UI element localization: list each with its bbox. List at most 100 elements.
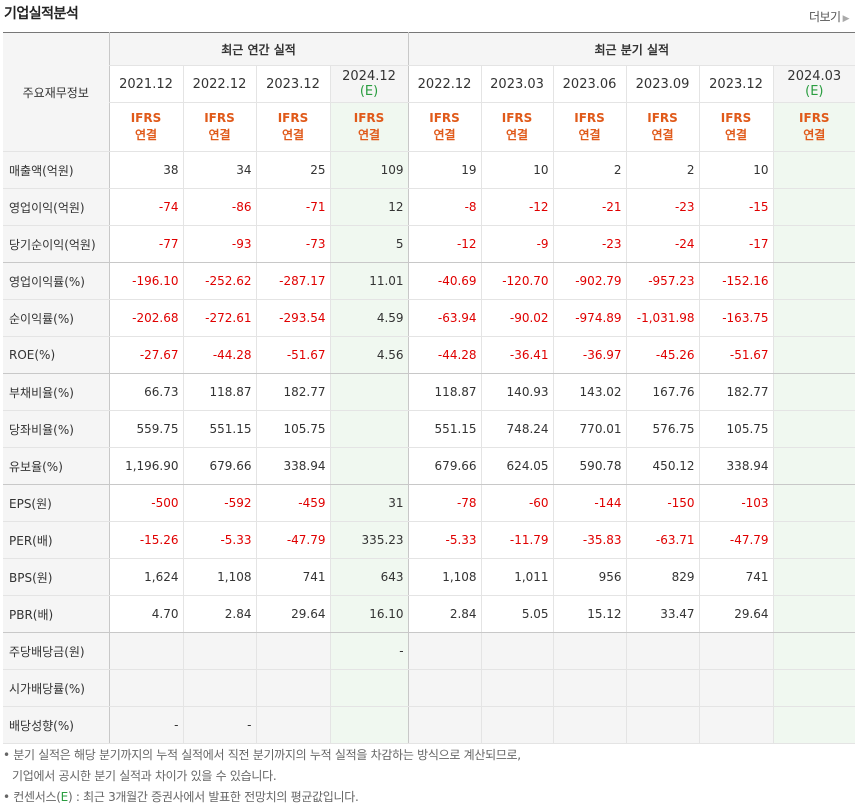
row-label: EPS(원) [3,484,109,522]
table-cell: 679.66 [407,447,482,485]
table-row: 당좌비율(%) 559.75 551.15 105.75 551.15 748.24 770… [3,410,855,448]
table-cell: -15 [698,188,774,226]
table-row: 영업이익률(%) -196.10 -252.62 -287.17 11.01 -40.69… [3,262,855,300]
ifrs-label: IFRS [429,111,460,125]
ifrs-header: IFRS 연결 [407,102,482,152]
table-cell: 741 [255,558,330,596]
row-label: PBR(배) [3,595,109,633]
period-label: 2022.12 [417,76,472,92]
table-cell: -8 [407,188,482,226]
table-cell [698,669,774,707]
consolidated-label: 연결 [651,128,674,142]
table-cell: 679.66 [182,447,256,485]
period-header: 2022.12 [182,65,256,103]
period-header: 2024.12 (E) [329,65,409,103]
table-cell: 770.01 [552,410,627,448]
table-cell: 140.93 [480,373,554,411]
chevron-right-icon: ▶ [842,14,850,24]
table-cell: 2.84 [182,595,256,633]
consolidated-label: 연결 [357,128,381,142]
table-cell: -974.89 [552,299,627,337]
ifrs-label: IFRS [277,111,309,125]
consolidated-label: 연결 [281,128,305,142]
table-cell: 10 [480,151,554,189]
table-cell: 16.10 [329,595,409,633]
table-row: 당기순이익(억원) -77 -93 -73 5 -12 -9 -23 -24 -17 [3,225,855,263]
table-cell: -592 [182,484,256,522]
table-cell [772,447,855,485]
note-line-3: • 컨센서스(E) : 최근 3개월간 증권사에서 발표한 전망치의 평균값입니… [3,790,359,804]
table-cell: -12 [480,188,554,226]
table-cell: -252.62 [182,262,256,300]
table-cell: 34 [182,151,256,189]
table-cell [698,632,774,670]
table-cell [625,632,700,670]
period-header: 2021.12 [108,65,183,103]
table-cell: 559.75 [108,410,183,448]
table-cell: 741 [698,558,774,596]
period-header: 2023.06 [552,65,627,103]
table-cell: -5.33 [407,521,482,559]
table-cell: 338.94 [255,447,330,485]
ifrs-header: IFRS 연결 [255,102,330,152]
table-cell [329,410,409,448]
table-row: PBR(배) 4.70 2.84 29.64 16.10 2.84 5.05 15.12 33.… [3,595,855,633]
table-cell: -17 [698,225,774,263]
table-cell: -5.33 [182,521,256,559]
table-row: 매출액(억원) 38 34 25 109 19 10 2 2 10 [3,151,855,189]
more-label: 더보기 [808,10,841,24]
table-cell: 4.56 [329,336,409,374]
table-cell: -150 [625,484,700,522]
table-cell: -23 [625,188,700,226]
table-cell [552,632,627,670]
table-cell [552,669,627,707]
period-header: 2023.09 [625,65,700,103]
table-cell: 143.02 [552,373,627,411]
table-cell [407,669,482,707]
consolidated-label: 연결 [725,128,748,142]
consolidated-label: 연결 [134,128,158,142]
period-label: 2023.03 [490,76,544,92]
table-cell [772,151,855,189]
table-cell: 338.94 [698,447,774,485]
table-cell: 109 [329,151,409,189]
table-cell [698,706,774,744]
table-cell: 335.23 [329,521,409,559]
row-label: 유보율(%) [3,447,109,485]
table-cell [407,632,482,670]
table-cell: 105.75 [255,410,330,448]
table-cell [329,669,409,707]
table-cell: -36.41 [480,336,554,374]
table-cell: 1,011 [480,558,554,596]
financial-table: 주요재무정보 최근 연간 실적 최근 분기 실적 2021.12 2022.12 2… [3,32,855,744]
table-cell [182,669,256,707]
row-label: 당기순이익(억원) [3,225,109,263]
table-cell: -21 [552,188,627,226]
table-cell: -45.26 [625,336,700,374]
table-row: 주당배당금(원) - [3,632,855,670]
more-link[interactable]: 더보기 ▶ [808,8,850,25]
table-cell: 38 [108,151,183,189]
table-cell: -957.23 [625,262,700,300]
table-cell: - [182,706,256,744]
table-cell: 551.15 [182,410,256,448]
table-cell: 25 [255,151,330,189]
period-label: 2024.12 [342,69,396,84]
table-cell: -293.54 [255,299,330,337]
period-label: 2024.03 [787,69,842,84]
ifrs-label: IFRS [647,111,678,125]
table-cell: -77 [108,225,183,263]
table-cell: 956 [552,558,627,596]
row-label: 주당배당금(원) [3,632,109,670]
table-cell: -36.97 [552,336,627,374]
table-cell [108,632,183,670]
table-cell: -902.79 [552,262,627,300]
table-cell: -63.71 [625,521,700,559]
row-label: 당좌비율(%) [3,410,109,448]
table-cell [255,632,330,670]
table-cell [772,706,855,744]
table-cell [480,706,554,744]
table-cell [329,447,409,485]
table-cell [772,373,855,411]
table-cell: 1,108 [407,558,482,596]
